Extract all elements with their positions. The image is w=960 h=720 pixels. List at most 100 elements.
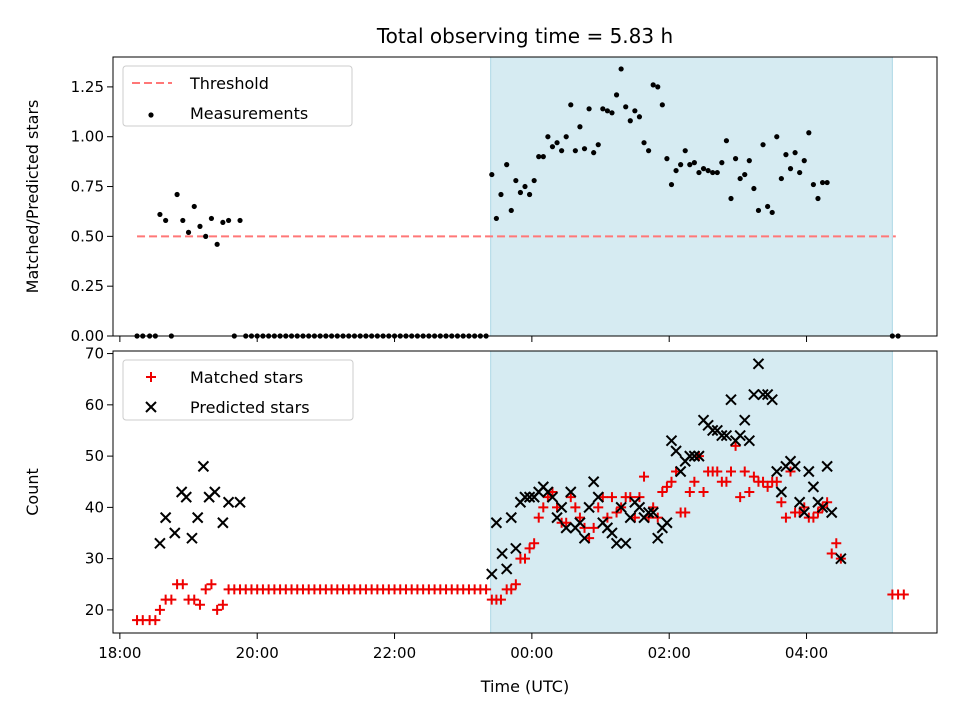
predicted-star-point <box>496 547 508 560</box>
matched-star-point <box>588 522 599 533</box>
measurement-point <box>572 148 578 154</box>
legend-box <box>122 359 354 421</box>
matched-star-point <box>481 584 492 595</box>
measurement-point <box>636 114 643 120</box>
legend-label: Measurements <box>190 104 308 123</box>
predicted-star-point <box>720 429 733 442</box>
measurement-point <box>627 118 633 124</box>
predicted-star-point <box>670 445 682 457</box>
matched-star-point <box>200 584 211 595</box>
measurement-point <box>600 106 606 112</box>
matched-star-point <box>639 471 650 482</box>
matched-star-point <box>776 497 787 508</box>
predicted-star-point <box>222 496 235 508</box>
matched-star-point <box>150 615 161 626</box>
predicted-star-point <box>169 527 181 539</box>
bottom-y-tick-label: 40 <box>85 498 104 516</box>
predicted-star-point <box>610 537 623 549</box>
measurement-point <box>728 195 734 202</box>
top-y-tick-label: 0.00 <box>71 327 104 345</box>
predicted-star-point <box>661 517 673 529</box>
measurement-point <box>577 124 583 130</box>
measurement-point <box>819 179 826 186</box>
measurement-point <box>723 138 730 144</box>
matched-star-point <box>684 487 695 497</box>
matched-star-point <box>570 502 581 513</box>
matched-star-point <box>748 471 759 482</box>
top-panel: 0.00 0.25 0.50 0.75 1.00 1.25 Matched/Predicte… <box>23 56 938 345</box>
measurement-point <box>508 207 514 214</box>
predicted-star-point <box>816 501 829 514</box>
measurement-point <box>237 217 243 224</box>
measurement-point <box>163 217 169 224</box>
measurement-point <box>719 160 725 166</box>
bottom-y-tick-label: 30 <box>85 550 104 568</box>
predicted-star-point <box>725 394 737 406</box>
top-series-1 <box>134 66 901 339</box>
measurement-point <box>668 181 675 188</box>
measurement-point <box>526 191 533 198</box>
bottom-y-axis-label: Count <box>23 468 42 516</box>
measurement-point <box>545 134 551 140</box>
measurement-point <box>489 171 495 178</box>
predicted-star-point <box>793 496 806 508</box>
matched-star-point <box>739 466 750 477</box>
predicted-star-point <box>505 511 517 524</box>
measurement-point <box>787 166 794 172</box>
predicted-star-point <box>565 486 577 498</box>
bottom-series-1 <box>154 358 847 580</box>
measurement-point <box>673 167 679 174</box>
measurement-point <box>801 158 807 164</box>
measurement-point <box>563 134 569 140</box>
x-tick-label: 00:00 <box>510 644 553 662</box>
measurement-point <box>769 209 775 216</box>
x-tick-label: 04:00 <box>785 644 828 662</box>
measurement-point <box>536 154 542 160</box>
predicted-star-point <box>803 465 815 478</box>
bottom-panel: 20 30 40 50 60 70 18:00 20:00 22:00 00:00 02:00 04:… <box>23 345 938 662</box>
predicted-star-point <box>197 460 210 473</box>
measurement-point <box>746 158 752 164</box>
measurement-point <box>180 217 186 224</box>
matched-star-point <box>166 594 177 605</box>
top-y-tick-label: 0.75 <box>71 178 104 196</box>
predicted-star-point <box>647 506 659 519</box>
matched-star-point <box>666 476 677 487</box>
measurement-point <box>646 148 652 154</box>
predicted-star-point <box>500 563 513 575</box>
measurement-point <box>664 156 670 162</box>
measurement-point <box>700 166 707 172</box>
matched-star-point <box>831 538 842 549</box>
top-y-tick-label: 0.25 <box>71 277 104 295</box>
matched-star-point <box>744 487 755 497</box>
measurement-point <box>810 181 817 188</box>
predicted-star-point <box>826 506 838 519</box>
predicted-star-point <box>835 552 847 565</box>
measurement-point <box>208 215 215 222</box>
matched-star-point <box>762 481 773 492</box>
matched-star-point <box>177 579 188 590</box>
measurement-point <box>549 144 556 150</box>
measurement-point <box>613 92 620 98</box>
measurement-point <box>737 175 743 182</box>
measurement-point <box>687 162 693 168</box>
measurement-point <box>522 183 528 190</box>
matched-star-point <box>726 466 736 477</box>
measurement-point <box>504 162 510 168</box>
matched-star-point <box>206 579 217 590</box>
bottom-y-tick-label: 70 <box>85 345 104 363</box>
matched-star-point <box>758 476 769 487</box>
measurement-point <box>559 148 565 154</box>
matched-star-point <box>574 512 585 523</box>
bottom-axes-frame <box>112 350 938 634</box>
matched-star-point <box>898 589 909 600</box>
matched-star-point <box>565 492 576 503</box>
predicted-star-point <box>688 450 701 462</box>
measurement-point <box>568 102 574 108</box>
predicted-star-point <box>743 435 756 447</box>
predicted-star-point <box>665 435 678 447</box>
predicted-star-point <box>587 476 600 488</box>
matched-star-point <box>533 512 544 523</box>
predicted-star-point <box>486 568 498 580</box>
measurement-point <box>755 207 762 214</box>
